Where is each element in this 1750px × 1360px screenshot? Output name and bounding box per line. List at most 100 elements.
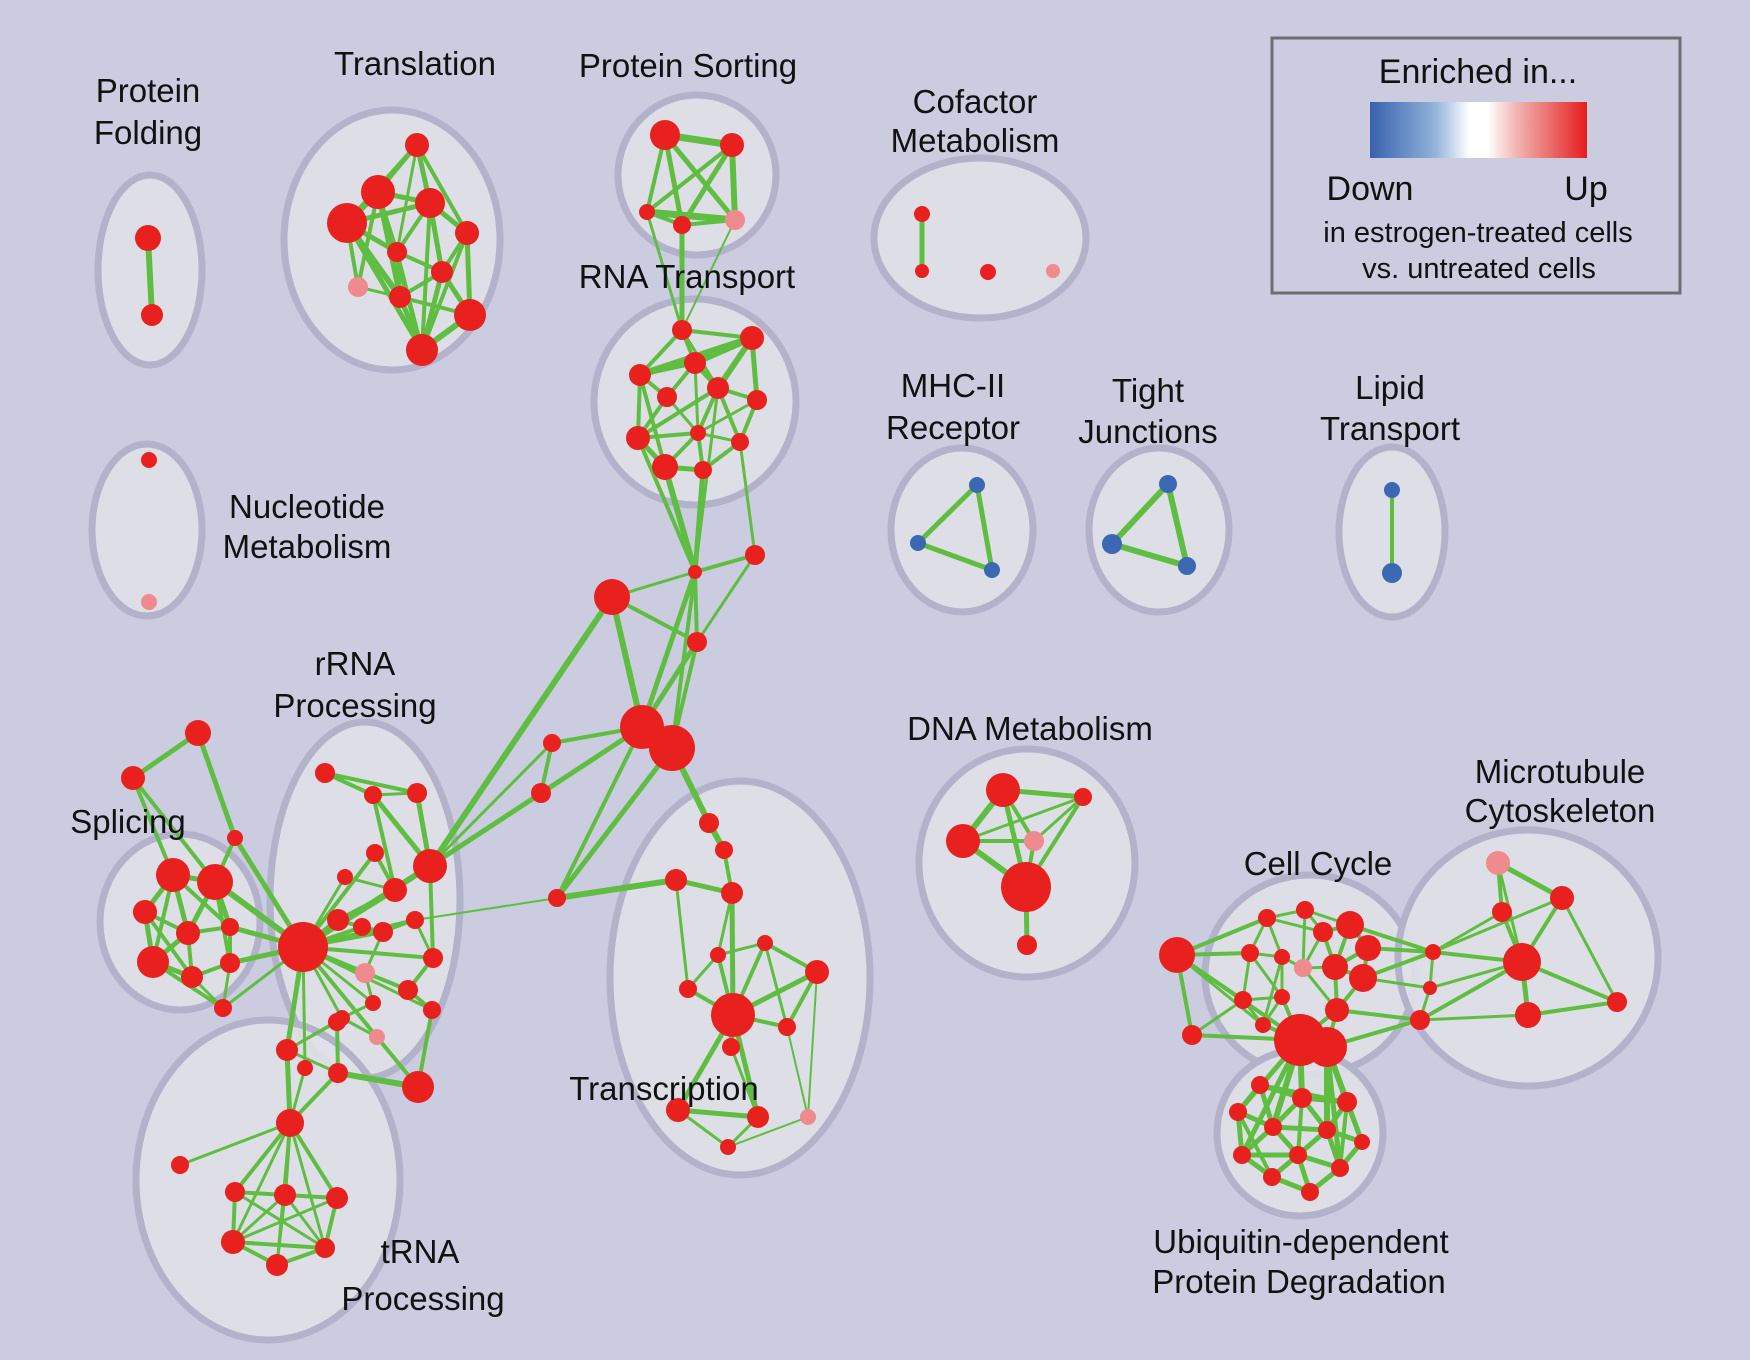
gene-set-node bbox=[364, 786, 382, 804]
enrichment-edge bbox=[1272, 1124, 1328, 1133]
gene-set-node bbox=[805, 960, 829, 984]
gene-set-node bbox=[1318, 1121, 1336, 1139]
gene-set-node bbox=[721, 882, 743, 904]
gene-set-node bbox=[353, 918, 371, 936]
gene-set-node bbox=[423, 1001, 441, 1019]
enrichment-edge bbox=[555, 746, 674, 900]
gene-set-node bbox=[137, 946, 169, 978]
gene-set-node bbox=[337, 869, 353, 885]
legend-caption-line2: vs. untreated cells bbox=[1362, 253, 1596, 285]
gene-set-node bbox=[679, 980, 697, 998]
gene-set-node bbox=[984, 562, 1000, 578]
gene-set-node bbox=[639, 204, 655, 220]
cluster-label: Cytoskeleton bbox=[1465, 792, 1656, 829]
gene-set-node bbox=[1550, 886, 1574, 910]
gene-set-node bbox=[531, 783, 551, 803]
gene-set-node bbox=[688, 565, 702, 579]
gene-set-node bbox=[649, 725, 695, 771]
gene-set-node bbox=[665, 869, 687, 891]
gene-set-node bbox=[629, 364, 651, 386]
gene-set-node bbox=[650, 120, 680, 150]
gene-set-node bbox=[1331, 1159, 1349, 1177]
gene-set-node bbox=[1263, 1168, 1281, 1186]
gene-set-node bbox=[694, 461, 712, 479]
gene-set-node bbox=[369, 1029, 385, 1045]
cluster-ellipse-mhc-ii-receptor bbox=[887, 444, 1037, 616]
gene-set-node bbox=[454, 299, 486, 331]
legend: Enriched in... Down Up in estrogen-treat… bbox=[1270, 36, 1682, 295]
cluster-label: Tight bbox=[1112, 372, 1184, 409]
gene-set-node bbox=[1046, 264, 1060, 278]
gene-set-node bbox=[328, 1063, 348, 1083]
enrichment-edge bbox=[693, 387, 720, 573]
gene-set-node bbox=[1337, 1092, 1357, 1112]
enrichment-edge bbox=[1324, 1046, 1343, 1169]
gene-set-node bbox=[1410, 1010, 1430, 1030]
gene-set-node bbox=[133, 900, 157, 924]
cluster-label: RNA Transport bbox=[579, 258, 795, 295]
gene-set-node bbox=[666, 1098, 690, 1122]
gene-set-node bbox=[135, 225, 161, 251]
legend-up-label: Up bbox=[1564, 170, 1607, 208]
enrichment-edge bbox=[729, 1046, 760, 1118]
gene-set-node bbox=[315, 763, 335, 783]
enrichment-edge bbox=[1109, 481, 1171, 547]
gene-set-node bbox=[1159, 475, 1177, 493]
enrichment-edge bbox=[609, 596, 645, 728]
gene-set-node bbox=[406, 911, 424, 929]
gene-set-node bbox=[725, 210, 745, 230]
gene-set-node bbox=[747, 390, 767, 410]
gene-set-node bbox=[406, 334, 438, 366]
gene-set-node bbox=[297, 1060, 313, 1076]
enrichment-edge bbox=[344, 221, 425, 352]
gene-set-node bbox=[415, 188, 445, 218]
cluster-label: Metabolism bbox=[891, 122, 1060, 159]
enrichment-edge bbox=[638, 374, 667, 468]
enrichment-edge bbox=[917, 540, 993, 573]
cluster-label: Ubiquitin-dependent bbox=[1153, 1223, 1448, 1260]
gene-set-node bbox=[915, 264, 929, 278]
enrichment-edge bbox=[679, 143, 735, 227]
cluster-label: Transport bbox=[1320, 410, 1460, 447]
enrichment-edge bbox=[232, 1196, 338, 1244]
gene-set-node bbox=[171, 1156, 189, 1174]
gene-set-node bbox=[455, 221, 479, 245]
gene-set-node bbox=[221, 1230, 245, 1254]
cluster-label: Processing bbox=[341, 1280, 504, 1317]
enrichment-edge bbox=[288, 1122, 327, 1249]
gene-set-node bbox=[1515, 1002, 1541, 1028]
gene-set-node bbox=[1182, 1025, 1202, 1045]
enrichment-edge bbox=[677, 1107, 759, 1120]
gene-set-node bbox=[156, 858, 190, 892]
enrichment-edge bbox=[662, 134, 685, 226]
cluster-label: MHC-II bbox=[901, 367, 1005, 404]
enrichment-edge bbox=[1560, 897, 1619, 1003]
gene-set-node bbox=[711, 993, 755, 1037]
enrichment-edge bbox=[674, 879, 690, 990]
enrichment-edge bbox=[371, 794, 397, 891]
gene-set-node bbox=[914, 206, 930, 222]
gene-set-node bbox=[1486, 851, 1510, 875]
gene-set-node bbox=[1274, 989, 1290, 1005]
gene-set-node bbox=[1159, 937, 1195, 973]
enrichment-edge bbox=[1032, 795, 1085, 843]
gene-set-node bbox=[757, 935, 773, 951]
gene-set-node bbox=[1233, 1146, 1251, 1164]
gene-set-node bbox=[1313, 922, 1333, 942]
gene-set-node bbox=[672, 320, 692, 340]
gene-set-node bbox=[1492, 902, 1512, 922]
gene-set-node bbox=[365, 995, 381, 1011]
cluster-label: Translation bbox=[334, 45, 496, 82]
enrichment-edge bbox=[131, 777, 175, 876]
legend-gradient-bar bbox=[1370, 102, 1587, 158]
enrichment-edge bbox=[738, 441, 757, 556]
enrichment-edge bbox=[1432, 910, 1503, 954]
cluster-labels-layer: Protein Folding Translation Protein Sorting… bbox=[70, 45, 1655, 1317]
gene-set-node bbox=[1349, 964, 1377, 992]
enrichment-edge bbox=[131, 730, 200, 781]
gene-set-node bbox=[1001, 862, 1051, 912]
enrichment-edge bbox=[663, 133, 737, 222]
gene-set-node bbox=[398, 980, 418, 1000]
gene-set-node bbox=[652, 454, 678, 480]
gene-set-node bbox=[1423, 981, 1437, 995]
